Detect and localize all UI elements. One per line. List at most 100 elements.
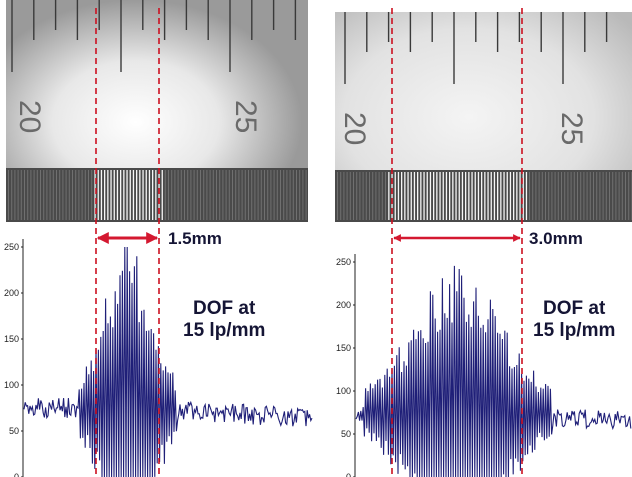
target-bar bbox=[420, 172, 422, 220]
target-bar bbox=[206, 170, 208, 220]
target-bar bbox=[200, 170, 201, 220]
target-bar bbox=[618, 172, 620, 220]
target-bar bbox=[586, 172, 588, 220]
target-bar bbox=[113, 170, 115, 220]
target-bar bbox=[27, 170, 29, 220]
intensity-trace-left bbox=[23, 246, 313, 477]
target-bar bbox=[580, 172, 582, 220]
target-bar bbox=[522, 172, 524, 220]
target-bar bbox=[148, 170, 151, 220]
target-bar bbox=[116, 170, 119, 220]
target-bar bbox=[136, 170, 138, 220]
target-bar bbox=[36, 170, 38, 220]
ruler-photos: 20 25 20 25 bbox=[6, 0, 632, 222]
target-bar bbox=[81, 170, 83, 220]
target-bar bbox=[62, 170, 64, 220]
target-bar bbox=[490, 172, 492, 220]
target-bar bbox=[305, 170, 307, 220]
target-bar bbox=[241, 170, 243, 220]
target-bar bbox=[228, 170, 230, 220]
target-bar bbox=[232, 170, 233, 220]
target-bar bbox=[139, 170, 141, 220]
target-bar bbox=[541, 172, 543, 220]
target-bar bbox=[452, 172, 454, 220]
target-bar bbox=[145, 170, 147, 220]
dof-width-label-left: 1.5mm bbox=[168, 229, 222, 248]
target-bar bbox=[388, 172, 390, 220]
dof-caption-left-line2: 15 lp/mm bbox=[183, 320, 266, 341]
target-bar bbox=[273, 170, 275, 220]
target-bar bbox=[104, 170, 106, 220]
target-bar bbox=[628, 172, 630, 220]
target-bar bbox=[280, 170, 281, 220]
target-bar bbox=[458, 172, 460, 220]
y-tick-label-right: 0 bbox=[346, 472, 351, 477]
target-bar bbox=[401, 172, 403, 220]
target-bar bbox=[46, 170, 48, 220]
target-bar bbox=[343, 172, 345, 220]
target-bar bbox=[43, 170, 45, 220]
target-bar bbox=[570, 172, 572, 220]
target-bar bbox=[209, 170, 211, 220]
ruler-number-left: 20 bbox=[13, 100, 46, 133]
target-strip-left bbox=[6, 168, 308, 222]
target-bar bbox=[11, 170, 13, 220]
target-bar bbox=[24, 170, 25, 220]
target-bar bbox=[174, 170, 176, 220]
target-bar bbox=[14, 170, 16, 220]
target-bar bbox=[545, 172, 546, 220]
target-bar bbox=[567, 172, 569, 220]
target-bar bbox=[500, 172, 502, 220]
target-bar bbox=[158, 170, 160, 220]
target-bar bbox=[33, 170, 35, 220]
target-bar bbox=[100, 170, 103, 220]
intensity-trace-right bbox=[355, 265, 632, 477]
dof-caption-right-line2: 15 lp/mm bbox=[533, 320, 616, 341]
target-bar bbox=[625, 172, 626, 220]
target-bar bbox=[433, 172, 435, 220]
ruler-ticks-left bbox=[11, 0, 297, 72]
target-bar bbox=[583, 172, 585, 220]
target-bar bbox=[599, 172, 601, 220]
target-bar bbox=[397, 172, 400, 220]
target-bar bbox=[260, 170, 262, 220]
target-bar bbox=[589, 172, 591, 220]
target-bar bbox=[142, 170, 144, 220]
target-bar bbox=[212, 170, 214, 220]
y-tick-label-right: 50 bbox=[341, 429, 351, 439]
ruler-number-left: 25 bbox=[229, 100, 262, 133]
target-bar bbox=[49, 170, 51, 220]
target-bar bbox=[554, 172, 556, 220]
target-bar bbox=[168, 170, 169, 220]
target-bar bbox=[468, 172, 470, 220]
target-bar bbox=[222, 170, 224, 220]
target-bar bbox=[493, 172, 496, 220]
target-bar bbox=[164, 170, 166, 220]
target-bar bbox=[612, 172, 614, 220]
intensity-plots: 0 50 100 150 200 250 0 50 100 150 200 250 bbox=[4, 239, 632, 477]
target-bar bbox=[487, 172, 489, 220]
target-strip-right bbox=[335, 170, 632, 222]
y-tick-label-right: 150 bbox=[336, 343, 351, 353]
target-bar bbox=[557, 172, 559, 220]
target-bar bbox=[423, 172, 425, 220]
target-bar bbox=[337, 172, 338, 220]
target-bar bbox=[369, 172, 370, 220]
target-bar bbox=[91, 170, 93, 220]
target-bar bbox=[72, 170, 73, 220]
target-bar bbox=[152, 170, 154, 220]
target-bar bbox=[292, 170, 294, 220]
target-bar bbox=[289, 170, 291, 220]
target-bar bbox=[426, 172, 428, 220]
target-bar bbox=[219, 170, 221, 220]
target-bar bbox=[161, 170, 163, 220]
target-bar bbox=[264, 170, 265, 220]
target-bar bbox=[484, 172, 486, 220]
overlay-markers bbox=[95, 8, 523, 477]
target-bar bbox=[132, 170, 135, 220]
target-bar bbox=[40, 170, 41, 220]
dof-caption-left-line1: DOF at bbox=[193, 298, 256, 319]
target-bar bbox=[577, 172, 578, 220]
target-bar bbox=[30, 170, 32, 220]
target-bar bbox=[75, 170, 77, 220]
